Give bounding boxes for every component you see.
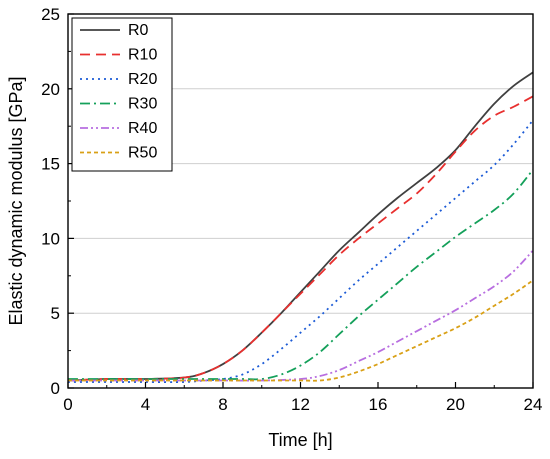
series-lines	[67, 71, 534, 384]
legend-label-r10: R10	[128, 47, 157, 64]
x-tick-label: 12	[291, 395, 310, 414]
legend-label-r50: R50	[128, 145, 157, 162]
y-tick-label: 10	[41, 229, 60, 248]
legend-label-r40: R40	[128, 120, 157, 137]
series-line-r40	[67, 249, 534, 382]
series-line-r30	[68, 169, 534, 381]
y-tick-label: 0	[51, 379, 60, 398]
legend-label-r30: R30	[128, 96, 157, 113]
y-tick-label: 5	[51, 304, 60, 323]
legend-label-r20: R20	[128, 71, 157, 88]
legend-box	[71, 17, 173, 172]
tick-labels: 0 4 8 12 16 20 24 0 5 10 15 20 25	[41, 5, 542, 414]
y-tick-label: 15	[41, 155, 60, 174]
x-tick-label: 8	[218, 395, 227, 414]
x-tick-label: 16	[369, 395, 388, 414]
y-tick-label: 20	[41, 80, 60, 99]
y-tick-label: 25	[41, 5, 60, 24]
legend-label-r0: R0	[128, 22, 149, 39]
series-line-r0	[67, 71, 534, 382]
x-tick-label: 24	[524, 395, 543, 414]
x-tick-label: 4	[141, 395, 150, 414]
x-axis-label: Time [h]	[268, 430, 332, 450]
x-tick-label: 20	[446, 395, 465, 414]
y-axis-label: Elastic dynamic modulus [GPa]	[6, 76, 26, 325]
x-tick-label: 0	[63, 395, 72, 414]
series-line-r10	[67, 95, 534, 382]
legend: R0 R10 R20 R30 R40 R50	[71, 17, 173, 172]
